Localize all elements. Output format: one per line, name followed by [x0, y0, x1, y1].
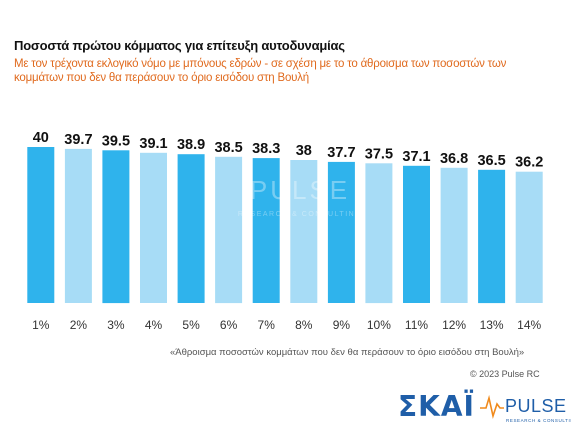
value-label-7%: 38.3: [252, 141, 280, 157]
value-label-11%: 37.1: [402, 149, 430, 165]
value-label-12%: 36.8: [440, 151, 468, 167]
value-labels-group: 40 39.7 39.5 39.1 38.9 38.5 38.3 38 37.7 37.5 37.1…: [33, 130, 544, 171]
skai-logo: ΣΚΑΪ: [398, 389, 475, 423]
bar-chart: 40 39.7 39.5 39.1 38.9 38.5 38.3 38 37.7 37.5 37.1…: [27, 130, 544, 332]
bar-1%: [27, 147, 55, 303]
pulse-logo-text: PULSE: [505, 396, 567, 416]
tick-label-11%: 11%: [405, 318, 428, 332]
tick-label-3%: 3%: [107, 318, 125, 332]
value-label-6%: 38.5: [214, 140, 242, 156]
value-label-4%: 39.1: [139, 136, 167, 152]
tick-label-4%: 4%: [145, 318, 163, 332]
bar-13%: [478, 169, 506, 304]
value-label-2%: 39.7: [64, 132, 92, 148]
bars-group: [27, 147, 543, 304]
tick-label-12%: 12%: [442, 318, 466, 332]
bar-12%: [440, 167, 468, 303]
chart-title: Ποσοστά πρώτου κόμματος για επίτευξη αυτ…: [14, 38, 345, 53]
bar-2%: [64, 148, 92, 303]
tick-label-13%: 13%: [480, 318, 504, 332]
bar-6%: [215, 156, 243, 304]
tick-label-8%: 8%: [295, 318, 313, 332]
bar-5%: [177, 154, 205, 303]
tick-label-5%: 5%: [182, 318, 200, 332]
watermark: PULSE RESEARCH & CONSULTING: [238, 175, 362, 218]
x-axis-footnote: «Άθροισμα ποσοστών κομμάτων που δεν θα π…: [170, 347, 525, 358]
watermark-brand: PULSE: [250, 175, 350, 205]
tick-label-9%: 9%: [333, 318, 351, 332]
tick-label-10%: 10%: [367, 318, 391, 332]
copyright-text: © 2023 Pulse RC: [470, 369, 540, 379]
bar-10%: [365, 163, 393, 304]
tick-label-6%: 6%: [220, 318, 238, 332]
tick-labels-group: 1% 2% 3% 4% 5% 6% 7% 8% 9% 10% 11% 12% 13% 14%: [32, 318, 541, 332]
tick-label-7%: 7%: [258, 318, 276, 332]
bar-9%: [327, 161, 355, 303]
bar-3%: [102, 150, 130, 304]
value-label-13%: 36.5: [477, 153, 505, 169]
bar-7%: [252, 158, 280, 303]
watermark-tagline: RESEARCH & CONSULTING: [238, 211, 362, 218]
bar-14%: [515, 171, 543, 303]
value-label-5%: 38.9: [177, 137, 205, 153]
pulse-logo: PULSE RESEARCH & CONSULTING: [480, 394, 571, 423]
value-label-14%: 36.2: [515, 155, 543, 171]
value-label-3%: 39.5: [102, 133, 130, 149]
pulse-logo-tagline: RESEARCH & CONSULTING: [506, 418, 571, 423]
bar-8%: [290, 160, 318, 303]
pulse-wave-icon: [480, 394, 504, 419]
tick-label-2%: 2%: [70, 318, 88, 332]
value-label-10%: 37.5: [365, 146, 393, 162]
chart-subtitle: Με τον τρέχοντα εκλογικό νόμο με μπόνους…: [14, 58, 507, 84]
bar-4%: [140, 152, 167, 303]
tick-label-14%: 14%: [517, 318, 541, 332]
value-label-9%: 37.7: [327, 145, 355, 161]
value-label-1%: 40: [33, 130, 49, 146]
tick-label-1%: 1%: [32, 318, 50, 332]
bar-11%: [403, 165, 430, 303]
value-label-8%: 38: [296, 143, 312, 159]
